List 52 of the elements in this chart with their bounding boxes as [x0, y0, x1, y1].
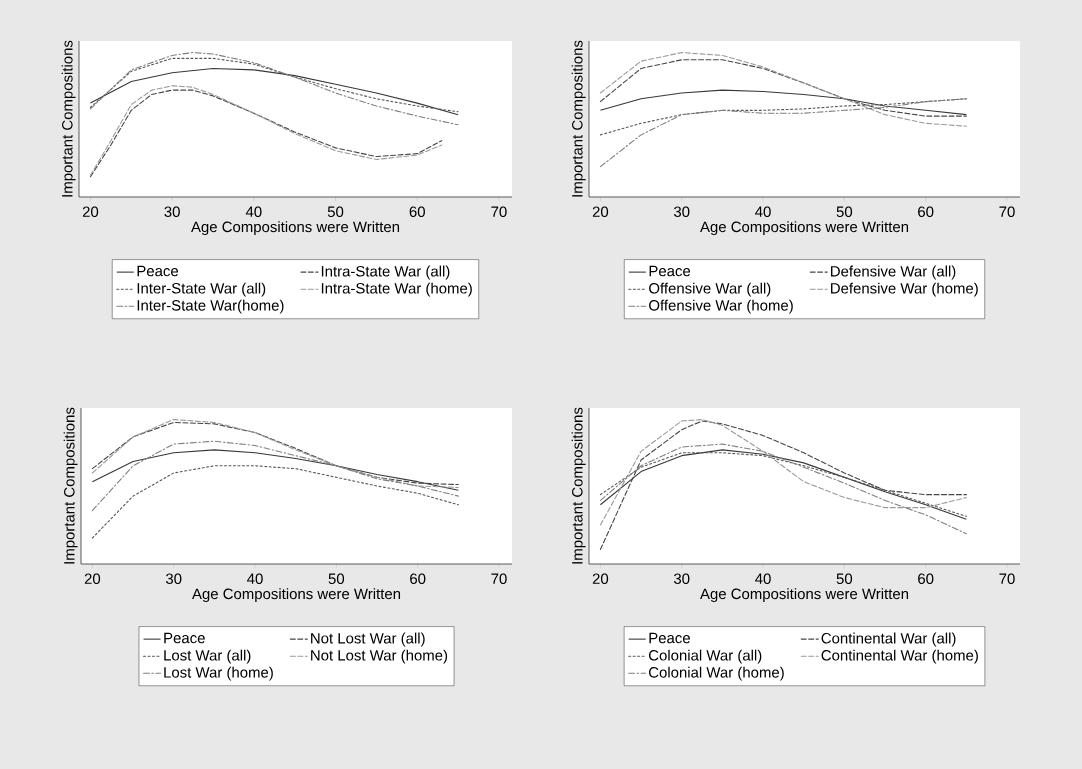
x-tick-label: 20	[82, 206, 99, 217]
x-tick-label: 30	[673, 206, 690, 217]
legend-label: Defensive War (all)	[831, 265, 956, 280]
legend-label: Peace	[649, 632, 690, 644]
x-tick-label: 50	[328, 573, 345, 585]
legend-label: Peace	[164, 632, 205, 644]
legend-label: Continental War (all)	[821, 632, 956, 647]
x-tick-label: 70	[999, 573, 1015, 585]
legend-label: Offensive War (all)	[649, 282, 771, 297]
legend-label: Offensive War (home)	[649, 299, 793, 314]
x-tick-label: 40	[247, 573, 263, 585]
y-axis-title: Important Compositions	[61, 40, 76, 197]
x-tick-label: 60	[918, 206, 934, 217]
x-tick-label: 60	[410, 573, 426, 585]
legend-label: Intra-State War (home)	[321, 282, 472, 297]
legend-label: Continental War (home)	[821, 649, 978, 664]
x-tick-label: 30	[165, 573, 182, 585]
x-tick-label: 70	[491, 573, 507, 585]
x-tick-label: 50	[836, 573, 853, 585]
x-tick-label: 20	[592, 206, 609, 217]
legend-label: Colonial War (home)	[649, 666, 784, 681]
legend-label: Inter-State War (all)	[137, 282, 266, 297]
x-tick-label: 70	[999, 206, 1015, 217]
y-axis-title: Important Compositions	[571, 407, 586, 564]
x-tick-label: 30	[673, 573, 690, 585]
x-axis-title: Age Compositions were Written	[192, 588, 401, 603]
y-axis-title: Important Compositions	[63, 407, 78, 564]
legend-label: Lost War (home)	[164, 666, 273, 681]
legend-label: Peace	[137, 265, 179, 277]
x-tick-label: 50	[836, 206, 853, 217]
x-tick-label: 30	[164, 206, 180, 217]
legend-label: Inter-State War(home)	[137, 299, 284, 314]
legend-label: Defensive War (home)	[831, 282, 978, 297]
legend-label: Colonial War (all)	[649, 649, 762, 664]
x-tick-label: 20	[592, 573, 609, 585]
x-tick-label: 40	[245, 206, 262, 217]
legend-label: Intra-State War (all)	[321, 265, 450, 280]
legend-label: Not Lost War (all)	[311, 632, 425, 647]
x-axis-title: Age Compositions were Written	[191, 221, 400, 236]
legend-label: Peace	[649, 265, 691, 277]
x-axis-title: Age Compositions were Written	[700, 588, 909, 603]
x-tick-label: 40	[755, 206, 771, 217]
x-tick-label: 70	[491, 206, 507, 217]
legend-label: Lost War (all)	[164, 649, 251, 664]
x-tick-label: 20	[84, 573, 101, 585]
x-tick-label: 60	[918, 573, 934, 585]
x-axis-title: Age Compositions were Written	[700, 221, 909, 236]
x-tick-label: 60	[409, 206, 425, 217]
y-axis-title: Important Compositions	[571, 40, 586, 197]
x-tick-label: 50	[327, 206, 344, 217]
x-tick-label: 40	[755, 573, 771, 585]
legend-label: Not Lost War (home)	[311, 649, 448, 664]
